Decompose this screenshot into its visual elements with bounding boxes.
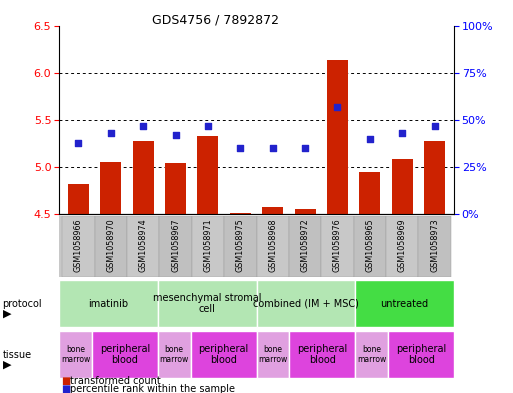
Text: mesenchymal stromal
cell: mesenchymal stromal cell: [153, 293, 262, 314]
Text: peripheral
blood: peripheral blood: [297, 344, 347, 365]
Text: GSM1058970: GSM1058970: [106, 219, 115, 272]
Point: [333, 103, 342, 110]
Text: ▶: ▶: [3, 309, 11, 318]
Text: peripheral
blood: peripheral blood: [100, 344, 150, 365]
Point: [204, 122, 212, 129]
Bar: [294, 209, 315, 214]
Point: [139, 122, 147, 129]
Bar: [230, 213, 251, 214]
Text: bone
marrow: bone marrow: [61, 345, 90, 364]
Text: transformed count: transformed count: [70, 376, 161, 386]
Bar: [289, 216, 321, 277]
Bar: [289, 331, 355, 378]
Bar: [100, 162, 121, 214]
Bar: [92, 331, 158, 378]
Bar: [359, 172, 380, 214]
Bar: [424, 141, 445, 214]
Bar: [94, 216, 127, 277]
Bar: [160, 216, 192, 277]
Bar: [256, 280, 355, 327]
Text: GSM1058968: GSM1058968: [268, 219, 277, 272]
Text: GSM1058966: GSM1058966: [74, 219, 83, 272]
Bar: [419, 216, 451, 277]
Text: tissue: tissue: [3, 350, 32, 360]
Text: percentile rank within the sample: percentile rank within the sample: [70, 384, 235, 393]
Bar: [158, 331, 191, 378]
Text: bone
marrow: bone marrow: [160, 345, 189, 364]
Point: [366, 136, 374, 142]
Text: peripheral
blood: peripheral blood: [199, 344, 249, 365]
Point: [74, 140, 83, 146]
Text: GSM1058973: GSM1058973: [430, 219, 439, 272]
Text: bone
marrow: bone marrow: [259, 345, 288, 364]
Text: ■: ■: [62, 384, 71, 393]
Bar: [321, 216, 353, 277]
Bar: [192, 216, 224, 277]
Bar: [198, 136, 219, 214]
Point: [236, 145, 244, 151]
Bar: [62, 216, 94, 277]
Bar: [353, 216, 386, 277]
Bar: [224, 216, 256, 277]
Text: GSM1058975: GSM1058975: [236, 219, 245, 272]
Text: GSM1058976: GSM1058976: [333, 219, 342, 272]
Text: peripheral
blood: peripheral blood: [396, 344, 446, 365]
Text: GSM1058965: GSM1058965: [365, 219, 374, 272]
Text: GSM1058967: GSM1058967: [171, 219, 180, 272]
Bar: [392, 160, 413, 214]
Text: combined (IM + MSC): combined (IM + MSC): [253, 299, 359, 309]
Bar: [59, 331, 92, 378]
Text: GSM1058969: GSM1058969: [398, 219, 407, 272]
Bar: [165, 163, 186, 214]
Bar: [256, 216, 289, 277]
Text: imatinib: imatinib: [88, 299, 128, 309]
Text: bone
marrow: bone marrow: [357, 345, 386, 364]
Point: [301, 145, 309, 151]
Text: GSM1058972: GSM1058972: [301, 219, 309, 272]
Bar: [127, 216, 160, 277]
Text: GSM1058974: GSM1058974: [139, 219, 148, 272]
Bar: [256, 331, 289, 378]
Point: [107, 130, 115, 136]
Text: GSM1058971: GSM1058971: [204, 219, 212, 272]
Bar: [158, 280, 256, 327]
Bar: [388, 331, 454, 378]
Bar: [262, 207, 283, 214]
Text: GDS4756 / 7892872: GDS4756 / 7892872: [152, 14, 279, 27]
Bar: [355, 331, 388, 378]
Text: protocol: protocol: [3, 299, 42, 309]
Bar: [59, 280, 158, 327]
Text: untreated: untreated: [381, 299, 429, 309]
Point: [398, 130, 406, 136]
Text: ■: ■: [62, 376, 71, 386]
Bar: [68, 184, 89, 214]
Point: [430, 122, 439, 129]
Text: ▶: ▶: [3, 360, 11, 369]
Point: [171, 132, 180, 138]
Bar: [191, 331, 256, 378]
Bar: [386, 216, 419, 277]
Bar: [355, 280, 454, 327]
Point: [269, 145, 277, 151]
Bar: [133, 141, 154, 214]
Bar: [327, 61, 348, 214]
